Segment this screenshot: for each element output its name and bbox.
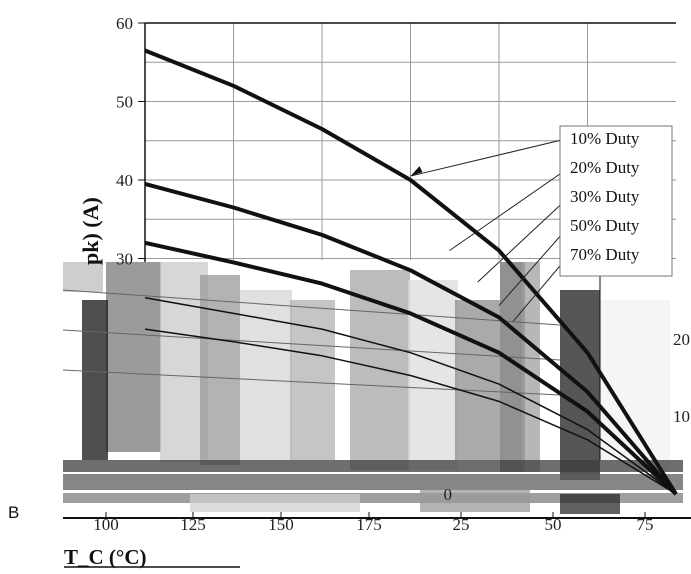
legend: 10% Duty 20% Duty 30% Duty 50% Duty 70% Duty [559, 125, 673, 277]
artifact-block [240, 290, 292, 460]
legend-leader-line [477, 195, 571, 283]
artifact-block [522, 262, 540, 472]
y-tick-label: 30 [116, 250, 133, 269]
legend-box [559, 125, 673, 277]
y-tick-label: 40 [116, 171, 133, 190]
axes [144, 22, 676, 460]
series-line [144, 48, 678, 496]
artifact-streak [62, 369, 561, 396]
x-tick-label: 125 [180, 515, 206, 534]
artifact-block [106, 262, 161, 452]
secondary-y-tick-label: 0 [444, 485, 453, 504]
artifact-streak [62, 289, 561, 326]
legend-entry-label: 30% Duty [570, 187, 640, 206]
artifact-block [63, 460, 683, 472]
artifact-block [420, 490, 530, 512]
series-line [144, 297, 677, 495]
artifact-block [350, 270, 410, 470]
artifact-block [190, 494, 360, 512]
legend-leader-line [410, 137, 571, 177]
legend-leader-line [498, 224, 571, 306]
series-line [144, 181, 678, 496]
artifact-block [63, 262, 103, 292]
secondary-y-tick-label: 10 [673, 407, 690, 426]
legend-leader-line [449, 166, 571, 252]
x-tick-labels: 100 125 150 175 25 50 75 [63, 512, 691, 534]
artifact-block [63, 493, 683, 503]
legend-arrowhead [410, 166, 423, 177]
artifact-block [200, 275, 240, 465]
legend-entry-label: 10% Duty [570, 129, 640, 148]
secondary-y-tick-labels: 20 10 0 [444, 330, 691, 504]
secondary-y-tick-label: 20 [673, 330, 690, 349]
artifact-block [82, 300, 108, 460]
legend-entry-label: 70% Duty [570, 245, 640, 264]
y-axis-label: pk) (A) [78, 197, 103, 265]
y-tick-label: 60 [116, 14, 133, 33]
axis-labels: T_C (°C) pk) (A) [64, 197, 240, 569]
x-tick-label: 150 [268, 515, 294, 534]
page-letter: B [8, 503, 20, 522]
artifact-block [560, 494, 620, 514]
series-line [144, 328, 677, 495]
artifact-block [600, 300, 670, 470]
scan-artifact-layer [62, 262, 683, 514]
y-tick-labels: 60 50 40 30 [116, 14, 145, 269]
y-tick-label: 50 [116, 93, 133, 112]
series-line [144, 240, 678, 496]
x-tick-label: 50 [545, 515, 562, 534]
artifact-streak [62, 329, 561, 361]
x-tick-label: 75 [637, 515, 654, 534]
x-tick-label: 100 [93, 515, 119, 534]
legend-entry-label: 20% Duty [570, 158, 640, 177]
series-curves [144, 48, 678, 496]
legend-entry-label: 50% Duty [570, 216, 640, 235]
x-axis-label: T_C (°C) [64, 545, 146, 569]
x-tick-label: 25 [453, 515, 470, 534]
artifact-block [408, 280, 458, 470]
artifact-block [455, 300, 500, 460]
artifact-block [63, 474, 683, 490]
x-tick-label: 175 [356, 515, 382, 534]
